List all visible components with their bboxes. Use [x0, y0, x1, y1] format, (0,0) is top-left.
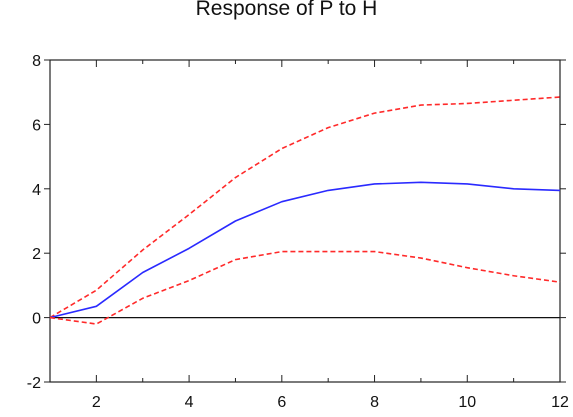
y-tick-label: -2	[27, 375, 41, 392]
tick-labels: 2 4 6 8 10 12 -2 0 2 4 6 8	[27, 53, 569, 411]
y-tick-label: 8	[32, 53, 41, 70]
lower-band-line	[50, 252, 560, 324]
x-tick-label: 8	[370, 394, 379, 411]
plot-border	[50, 60, 560, 382]
x-tick-label: 6	[277, 394, 286, 411]
y-tick-label: 2	[32, 246, 41, 263]
axis-ticks	[44, 60, 566, 382]
x-tick-label: 10	[458, 394, 476, 411]
x-tick-label: 12	[551, 394, 569, 411]
y-tick-label: 6	[32, 117, 41, 134]
x-tick-label: 4	[185, 394, 194, 411]
series-layer	[50, 97, 560, 324]
y-tick-label: 4	[32, 182, 41, 199]
plot-frame	[50, 60, 560, 382]
response-line	[50, 182, 560, 317]
x-tick-label: 2	[92, 394, 101, 411]
y-tick-label: 0	[32, 311, 41, 328]
